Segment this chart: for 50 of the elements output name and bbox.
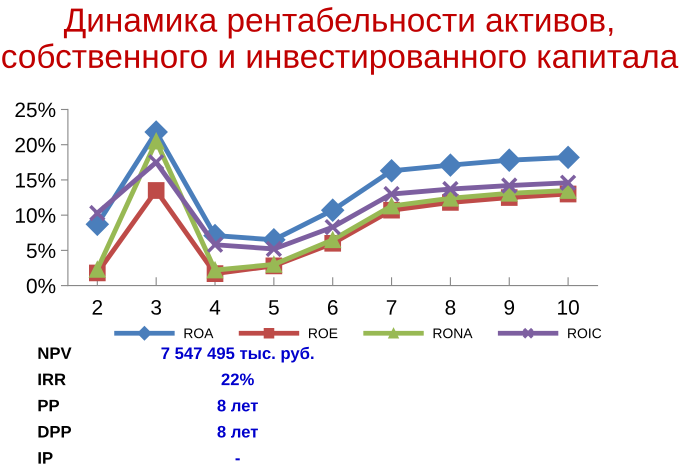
point <box>147 154 165 171</box>
point <box>88 204 106 222</box>
point <box>206 236 224 254</box>
text: PP <box>38 400 60 412</box>
point <box>206 262 224 278</box>
point <box>383 198 400 214</box>
x-tick-label: 6 <box>328 300 338 315</box>
text: - <box>236 458 240 460</box>
y-tick-label: 15% <box>16 173 56 188</box>
y-tick-label: 5% <box>26 243 56 258</box>
point <box>438 154 462 177</box>
x-tick-label: 2 <box>92 300 102 315</box>
text: 7 547 495 тыс. руб. <box>161 346 314 362</box>
point <box>382 185 400 203</box>
point <box>556 146 580 169</box>
text: 8 лет <box>217 426 258 438</box>
point <box>324 231 342 248</box>
x-tick-label: 7 <box>386 300 396 315</box>
point <box>500 176 518 194</box>
x-tick-label: 3 <box>151 300 162 315</box>
y-tick-label: 0% <box>26 278 56 294</box>
x-tick-label: 4 <box>210 300 220 315</box>
chart-title: Динамика рентабельности активов, собственного и инвестированного капитала <box>2 7 678 75</box>
x-tick-label: 9 <box>504 300 514 315</box>
text: 8 лет <box>217 400 258 412</box>
legend-label: ROA <box>184 328 214 338</box>
legend-label: ROE <box>309 328 338 338</box>
x-tick-label: 5 <box>268 300 279 315</box>
y-tick-label: 10% <box>16 208 56 223</box>
point <box>148 132 165 150</box>
text: DPP <box>38 426 72 438</box>
point <box>380 159 404 182</box>
legend-label: RONA <box>434 328 473 338</box>
point <box>324 218 342 236</box>
point <box>321 198 344 222</box>
point <box>88 261 106 278</box>
point <box>442 190 459 207</box>
y-tick-label: 25% <box>15 102 56 118</box>
point <box>498 148 521 172</box>
y-tick-label: 20% <box>15 138 56 152</box>
legend-label: ROIC <box>568 328 602 338</box>
point <box>442 180 460 198</box>
text: IP <box>38 452 53 464</box>
x-tick-label: 8 <box>446 300 456 315</box>
text: 22% <box>222 373 254 386</box>
x-tick-label: 10 <box>558 300 579 315</box>
text: NPV <box>38 347 72 359</box>
point <box>559 174 577 192</box>
text: IRR <box>38 374 66 386</box>
point <box>148 182 165 199</box>
